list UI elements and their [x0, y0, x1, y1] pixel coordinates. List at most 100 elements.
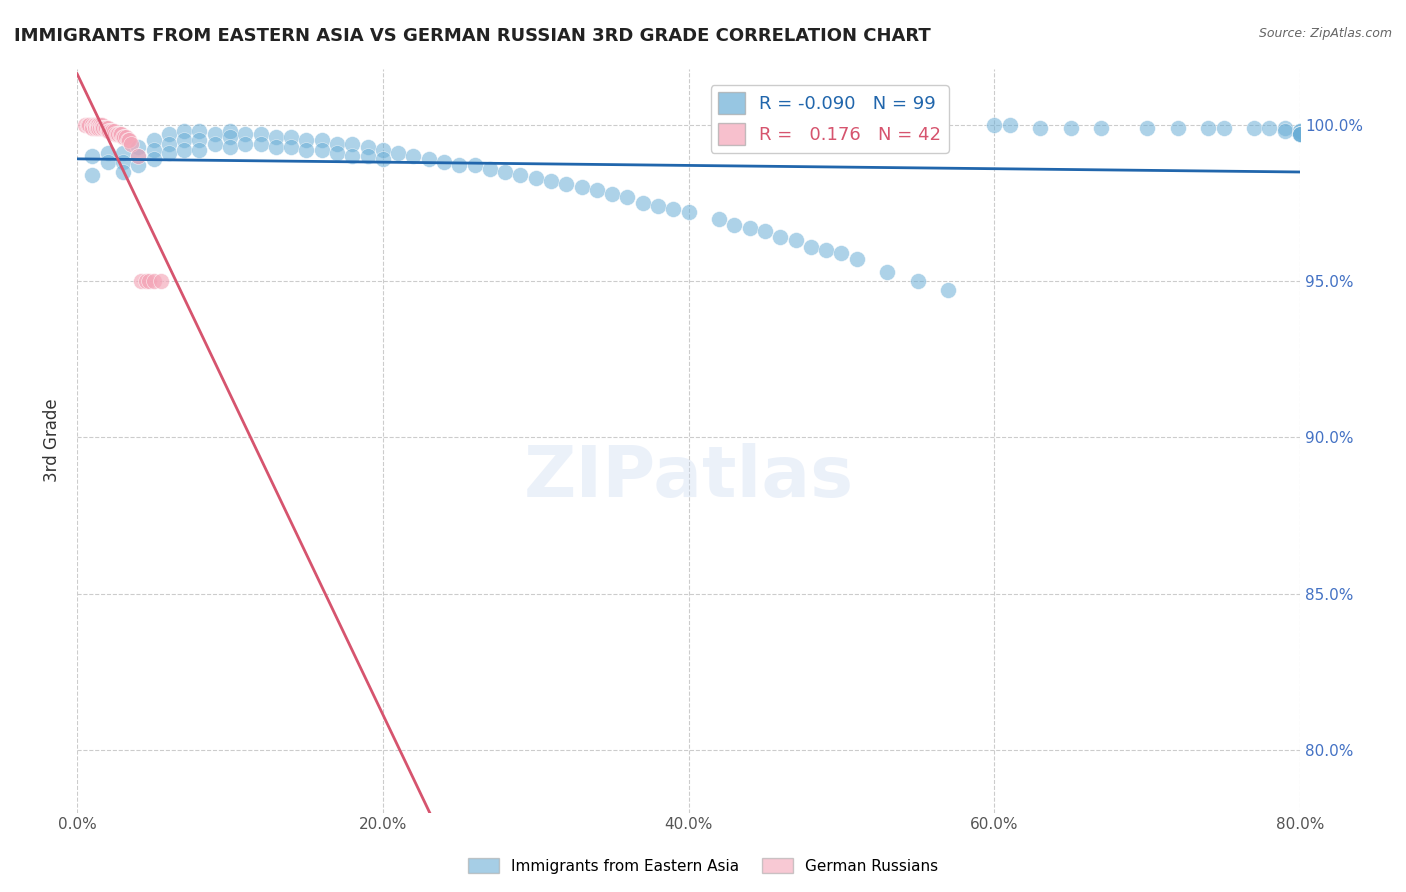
Point: [264, 130, 287, 145]
Point: [97, 155, 120, 169]
Point: [219, 124, 242, 138]
Point: [79, 118, 101, 132]
Point: [433, 155, 456, 169]
Point: [82, 149, 104, 163]
Point: [97, 120, 120, 135]
Point: [83, 118, 105, 132]
Point: [76, 118, 98, 132]
Point: [769, 230, 792, 244]
Point: [1258, 120, 1281, 135]
Point: [107, 127, 129, 141]
Point: [105, 127, 128, 141]
Point: [600, 186, 623, 201]
Point: [157, 127, 180, 141]
Point: [108, 127, 131, 141]
Point: [104, 127, 127, 141]
Point: [118, 133, 141, 147]
Point: [1029, 120, 1052, 135]
Point: [97, 145, 120, 160]
Point: [1274, 120, 1296, 135]
Point: [1212, 120, 1234, 135]
Point: [129, 274, 152, 288]
Point: [82, 118, 104, 132]
Point: [93, 120, 115, 135]
Point: [127, 158, 149, 172]
Point: [98, 124, 121, 138]
Point: [142, 133, 165, 147]
Point: [555, 177, 578, 191]
Point: [111, 130, 134, 145]
Point: [342, 136, 364, 151]
Point: [738, 221, 761, 235]
Point: [89, 120, 111, 135]
Point: [494, 164, 516, 178]
Point: [111, 164, 134, 178]
Point: [464, 158, 486, 172]
Point: [115, 130, 138, 145]
Point: [1167, 120, 1189, 135]
Point: [100, 124, 122, 138]
Point: [91, 120, 114, 135]
Point: [89, 118, 111, 132]
Point: [571, 180, 593, 194]
Legend: R = -0.090   N = 99, R =   0.176   N = 42: R = -0.090 N = 99, R = 0.176 N = 42: [710, 85, 949, 153]
Point: [295, 133, 318, 147]
Point: [845, 252, 868, 267]
Point: [219, 130, 242, 145]
Point: [723, 218, 745, 232]
Point: [204, 127, 226, 141]
Point: [1274, 124, 1296, 138]
Point: [84, 118, 107, 132]
Point: [157, 136, 180, 151]
Point: [204, 136, 226, 151]
Point: [402, 149, 425, 163]
Point: [135, 274, 157, 288]
Point: [249, 127, 271, 141]
Point: [662, 202, 685, 217]
Point: [371, 152, 394, 166]
Point: [1197, 120, 1219, 135]
Point: [87, 118, 110, 132]
Point: [233, 136, 256, 151]
Point: [188, 143, 211, 157]
Point: [94, 120, 117, 135]
Point: [998, 118, 1021, 132]
Point: [280, 139, 302, 153]
Point: [173, 143, 195, 157]
Point: [87, 120, 110, 135]
Point: [127, 149, 149, 163]
Point: [524, 170, 547, 185]
Point: [631, 196, 654, 211]
Point: [219, 139, 242, 153]
Point: [127, 139, 149, 153]
Point: [1289, 124, 1312, 138]
Point: [815, 243, 838, 257]
Point: [249, 136, 271, 151]
Point: [142, 152, 165, 166]
Point: [1090, 120, 1112, 135]
Point: [983, 118, 1005, 132]
Point: [707, 211, 730, 226]
Point: [120, 136, 142, 151]
Point: [356, 139, 378, 153]
Point: [82, 168, 104, 182]
Point: [678, 205, 700, 219]
Point: [82, 120, 104, 135]
Point: [114, 130, 136, 145]
Point: [173, 124, 195, 138]
Point: [73, 118, 96, 132]
Point: [110, 127, 132, 141]
Point: [264, 139, 287, 153]
Point: [311, 133, 333, 147]
Point: [142, 274, 165, 288]
Point: [800, 240, 823, 254]
Point: [1136, 120, 1159, 135]
Point: [876, 265, 898, 279]
Point: [616, 190, 638, 204]
Point: [311, 143, 333, 157]
Y-axis label: 3rd Grade: 3rd Grade: [44, 399, 60, 483]
Point: [1289, 127, 1312, 141]
Point: [84, 120, 107, 135]
Point: [280, 130, 302, 145]
Point: [785, 234, 807, 248]
